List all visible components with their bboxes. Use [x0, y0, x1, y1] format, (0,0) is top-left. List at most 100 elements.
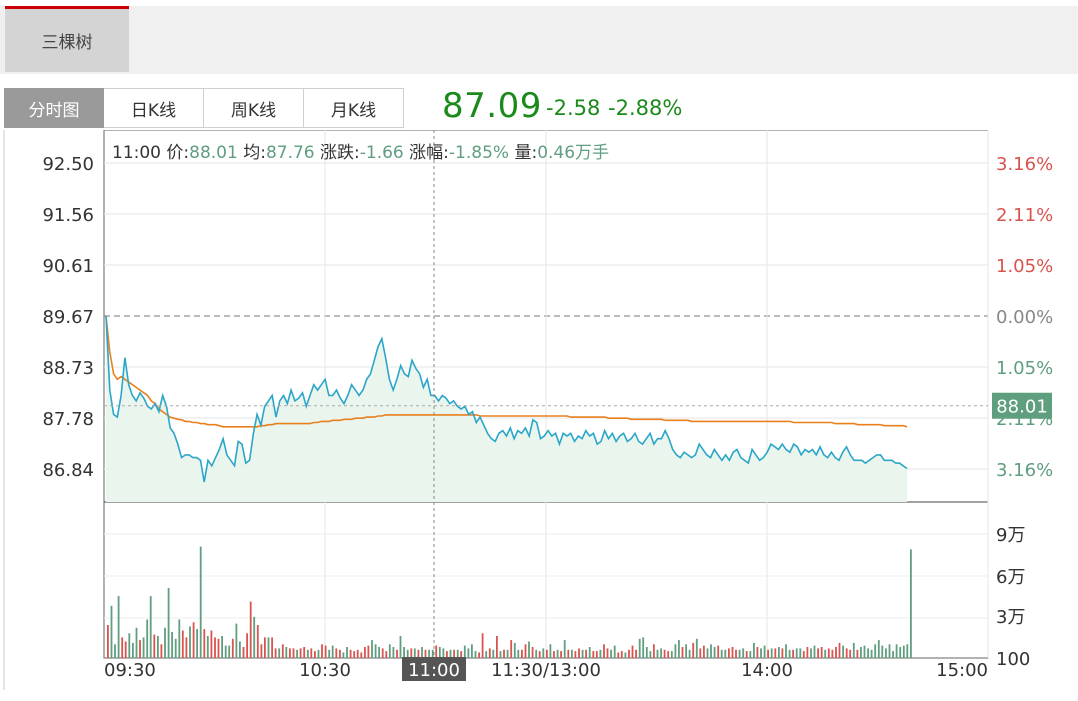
tab-intraday[interactable]: 分时图	[4, 88, 104, 128]
crosshair-price-box	[992, 392, 1052, 419]
volume-bar	[189, 626, 191, 658]
volume-bar	[417, 649, 420, 659]
tab-monthly-k[interactable]: 月K线	[304, 88, 404, 128]
tab-label: 月K线	[330, 100, 377, 121]
info-price-label: 价:	[166, 143, 190, 163]
volume-bar	[581, 649, 584, 659]
volume-bar	[606, 648, 609, 658]
volume-tick-label: 9万	[996, 525, 1025, 546]
volume-bar	[342, 652, 345, 658]
volume-bar	[160, 644, 163, 659]
y-pct-tick-label: 1.05%	[996, 256, 1053, 277]
volume-bar	[831, 649, 834, 659]
tab-weekly-k[interactable]: 周K线	[204, 88, 304, 128]
volume-bar	[885, 648, 887, 658]
stock-tab[interactable]: 三棵树	[5, 6, 129, 72]
volume-bar	[274, 648, 277, 658]
volume-bar	[842, 645, 844, 658]
volume-bar	[549, 644, 552, 659]
price-area	[106, 316, 907, 502]
volume-bar	[474, 651, 477, 658]
volume-bar	[774, 648, 777, 658]
volume-bar	[628, 649, 630, 659]
volume-bar	[164, 627, 166, 659]
tab-label: 日K线	[130, 100, 177, 121]
volume-bar	[153, 634, 156, 658]
volume-bar	[617, 652, 620, 658]
y-pct-tick-label: 0.00%	[996, 307, 1053, 328]
volume-bar	[381, 648, 384, 658]
info-avg: 87.76	[265, 143, 315, 163]
volume-bar	[542, 648, 545, 658]
volume-bar	[210, 630, 213, 658]
volume-bar	[538, 651, 541, 658]
volume-bar	[488, 648, 491, 658]
volume-bar	[346, 647, 348, 658]
volume-bar	[185, 637, 188, 658]
volume-bar	[428, 649, 430, 659]
current-price: 87.09	[442, 86, 542, 126]
volume-bar	[121, 637, 124, 658]
volume-bar	[264, 637, 266, 658]
volume-bar	[710, 644, 712, 659]
volume-bar	[503, 649, 505, 659]
volume-bar	[631, 645, 634, 658]
x-tick-label: 14:00	[741, 660, 793, 681]
volume-bar	[824, 649, 827, 659]
volume-bar	[595, 651, 598, 658]
volume-bar	[745, 651, 748, 658]
volume-bar	[703, 645, 705, 658]
volume-bar	[310, 648, 313, 658]
x-tick-label: 09:30	[104, 660, 156, 681]
volume-bar	[553, 651, 555, 658]
y-tick-label: 92.50	[42, 154, 94, 175]
volume-bar	[770, 648, 773, 658]
y-tick-label: 89.67	[42, 307, 94, 328]
volume-bar	[221, 636, 223, 658]
info-pct-label: 涨幅:	[409, 143, 449, 163]
y-pct-tick-label: 3.16%	[996, 460, 1053, 481]
volume-bar	[421, 647, 423, 658]
volume-bar	[799, 648, 802, 658]
volume-bar	[785, 644, 787, 659]
volume-bar	[870, 649, 873, 659]
volume-bar	[849, 649, 852, 659]
volume-bar	[753, 642, 755, 658]
volume-bar	[845, 648, 848, 658]
volume-bar	[367, 645, 370, 658]
volume-bar	[767, 649, 769, 659]
volume-bar	[292, 648, 295, 658]
volume-bar	[107, 625, 109, 658]
volume-bar	[499, 651, 502, 658]
tab-daily-k[interactable]: 日K线	[104, 88, 204, 128]
volume-bar	[110, 605, 113, 659]
volume-bar	[742, 648, 745, 658]
volume-bar	[856, 649, 859, 659]
volume-bar	[285, 647, 288, 658]
volume-bar	[610, 649, 612, 659]
volume-bar	[910, 549, 912, 658]
volume-bar	[199, 546, 202, 658]
volume-bar	[146, 619, 149, 658]
volume-bar	[374, 644, 377, 659]
volume-bar	[792, 649, 794, 659]
intraday-chart[interactable]: 92.50 3.16% 91.56 2.11% 90.61 1.05% 89.67 0.00%…	[0, 130, 1078, 701]
volume-bar	[392, 647, 395, 658]
volume-bar	[528, 641, 530, 658]
volume-bar	[877, 640, 880, 658]
volume-bar	[385, 651, 388, 658]
info-avg-label: 均:	[243, 143, 266, 163]
volume-bar	[339, 649, 341, 659]
volume-bar	[128, 633, 131, 659]
volume-bar	[588, 647, 591, 658]
info-price: 88.01	[189, 143, 238, 163]
volume-bar	[181, 630, 184, 658]
volume-bar	[335, 648, 338, 658]
volume-bar	[217, 638, 220, 659]
volume-bar	[192, 622, 195, 659]
volume-bar	[681, 647, 684, 658]
volume-bar	[817, 648, 819, 658]
volume-tick-label: 3万	[996, 607, 1025, 628]
volume-bar	[513, 642, 516, 658]
volume-bar	[460, 651, 463, 658]
